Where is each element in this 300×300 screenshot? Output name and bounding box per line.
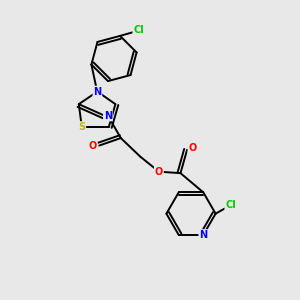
Text: N: N: [93, 87, 101, 97]
Text: S: S: [78, 122, 85, 132]
Text: N: N: [104, 111, 112, 121]
Text: O: O: [88, 141, 97, 151]
Text: O: O: [188, 143, 196, 153]
Text: Cl: Cl: [225, 200, 236, 210]
Text: O: O: [155, 167, 163, 177]
Text: Cl: Cl: [133, 26, 144, 35]
Text: N: N: [199, 230, 207, 240]
